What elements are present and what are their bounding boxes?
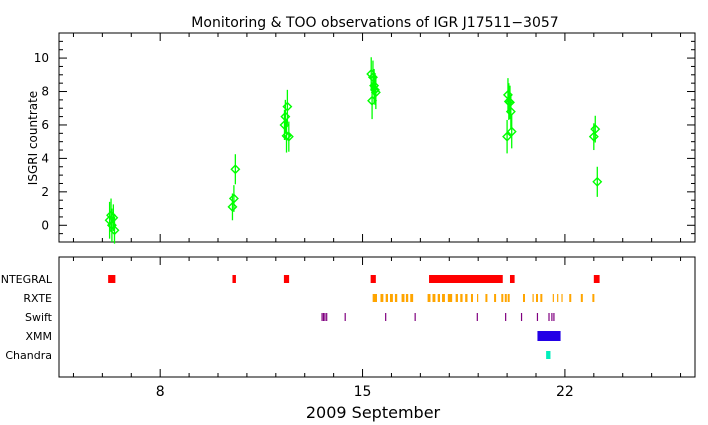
- observation-bar: [546, 351, 551, 359]
- observation-bar: [470, 294, 473, 302]
- observation-bar: [569, 294, 572, 302]
- observation-bar: [501, 294, 504, 302]
- observation-bar: [372, 294, 377, 302]
- observation-bar: [283, 275, 290, 283]
- y-tick-label: 6: [41, 118, 49, 132]
- observation-bar: [427, 294, 431, 302]
- y-tick-label: 4: [41, 151, 49, 165]
- observation-bar: [592, 294, 595, 302]
- observation-bar: [232, 275, 236, 283]
- plot-frame: [58, 32, 696, 243]
- observation-bar: [410, 294, 414, 302]
- y-tick-label: 8: [41, 85, 49, 99]
- observation-bar: [370, 275, 376, 283]
- y-axis-label: ISGRI countrate: [26, 91, 40, 185]
- data-point: [108, 212, 119, 223]
- data-point: [588, 131, 599, 142]
- observation-bar: [580, 294, 583, 302]
- observation-bar: [485, 294, 488, 302]
- data-point: [504, 97, 515, 108]
- row-label: Chandra: [5, 349, 52, 362]
- x-tick-label: 22: [556, 384, 574, 400]
- observation-bar: [504, 294, 507, 302]
- data-point: [282, 101, 293, 112]
- x-tick-label: 8: [156, 384, 165, 400]
- observation-timeline-panel: 8 15 22 INTEGRAL RXTE Swift XMM Chandra: [0, 256, 696, 400]
- observation-bar: [401, 294, 405, 302]
- row-label: RXTE: [23, 292, 52, 305]
- observation-bar: [447, 294, 453, 302]
- observation-bar: [442, 294, 445, 302]
- data-point: [228, 193, 239, 204]
- data-point: [369, 84, 380, 95]
- observation-bar: [509, 275, 515, 283]
- data-point: [592, 176, 603, 187]
- data-point: [505, 106, 516, 117]
- y-tick-label: 0: [41, 218, 49, 232]
- observation-bar: [108, 275, 116, 283]
- observation-bar: [437, 294, 441, 302]
- data-point: [283, 131, 294, 142]
- observation-bar: [465, 294, 468, 302]
- observation-bar: [390, 294, 393, 302]
- observation-bar: [593, 275, 600, 283]
- countrate-panel: 0 2 4 6 8 10: [34, 32, 696, 244]
- y-tick-label: 10: [34, 51, 49, 65]
- observation-bar: [429, 275, 503, 283]
- observation-bar: [385, 294, 388, 302]
- timeline-frame: [58, 256, 696, 378]
- observation-bar: [460, 294, 463, 302]
- observation-bar: [394, 294, 398, 302]
- observation-bar: [455, 294, 458, 302]
- data-point: [109, 225, 120, 236]
- observation-bar: [540, 294, 543, 302]
- chart-title: Monitoring & TOO observations of IGR J17…: [191, 15, 558, 31]
- observation-bar: [494, 294, 497, 302]
- data-point: [590, 124, 601, 135]
- x-axis-label: 2009 September: [306, 403, 441, 422]
- row-label: XMM: [25, 330, 52, 343]
- observation-bar: [522, 294, 525, 302]
- observation-bar: [537, 331, 561, 341]
- data-point: [230, 164, 241, 175]
- x-tick-label: 15: [354, 384, 372, 400]
- observation-bar: [507, 294, 510, 302]
- data-point: [506, 126, 517, 137]
- observation-bar: [380, 294, 384, 302]
- observation-bar: [405, 294, 409, 302]
- data-point: [370, 87, 381, 98]
- y-tick-label: 2: [41, 185, 49, 199]
- observation-bar: [536, 294, 538, 302]
- row-label: Swift: [25, 311, 53, 324]
- data-point: [502, 131, 513, 142]
- row-label: INTEGRAL: [0, 273, 53, 286]
- data-point: [227, 201, 238, 212]
- observation-bar: [432, 294, 436, 302]
